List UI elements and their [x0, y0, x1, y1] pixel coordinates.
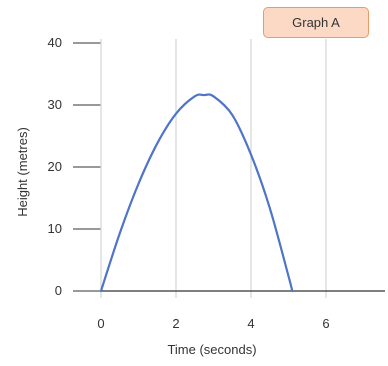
y-axis-title: Height (metres)	[15, 127, 30, 217]
y-tick-label: 0	[55, 283, 62, 298]
y-tick-marks	[73, 42, 101, 292]
grid-lines	[175, 39, 327, 298]
x-tick-label: 0	[97, 316, 104, 331]
x-axis-title: Time (seconds)	[167, 342, 256, 357]
x-tick-label: 2	[172, 316, 179, 331]
tick-labels: 0 2 4 6 0 10 20 30 40	[48, 35, 330, 331]
y-tick-label: 40	[48, 35, 62, 50]
axes	[100, 39, 385, 298]
series-lines	[99, 93, 294, 293]
x-tick-label: 4	[247, 316, 254, 331]
y-tick-label: 10	[48, 221, 62, 236]
x-tick-label: 6	[322, 316, 329, 331]
graph-label-text: Graph A	[292, 15, 340, 30]
series-line	[99, 93, 294, 293]
y-tick-label: 20	[48, 159, 62, 174]
y-tick-label: 30	[48, 97, 62, 112]
graph-label-box: Graph A	[263, 7, 369, 38]
